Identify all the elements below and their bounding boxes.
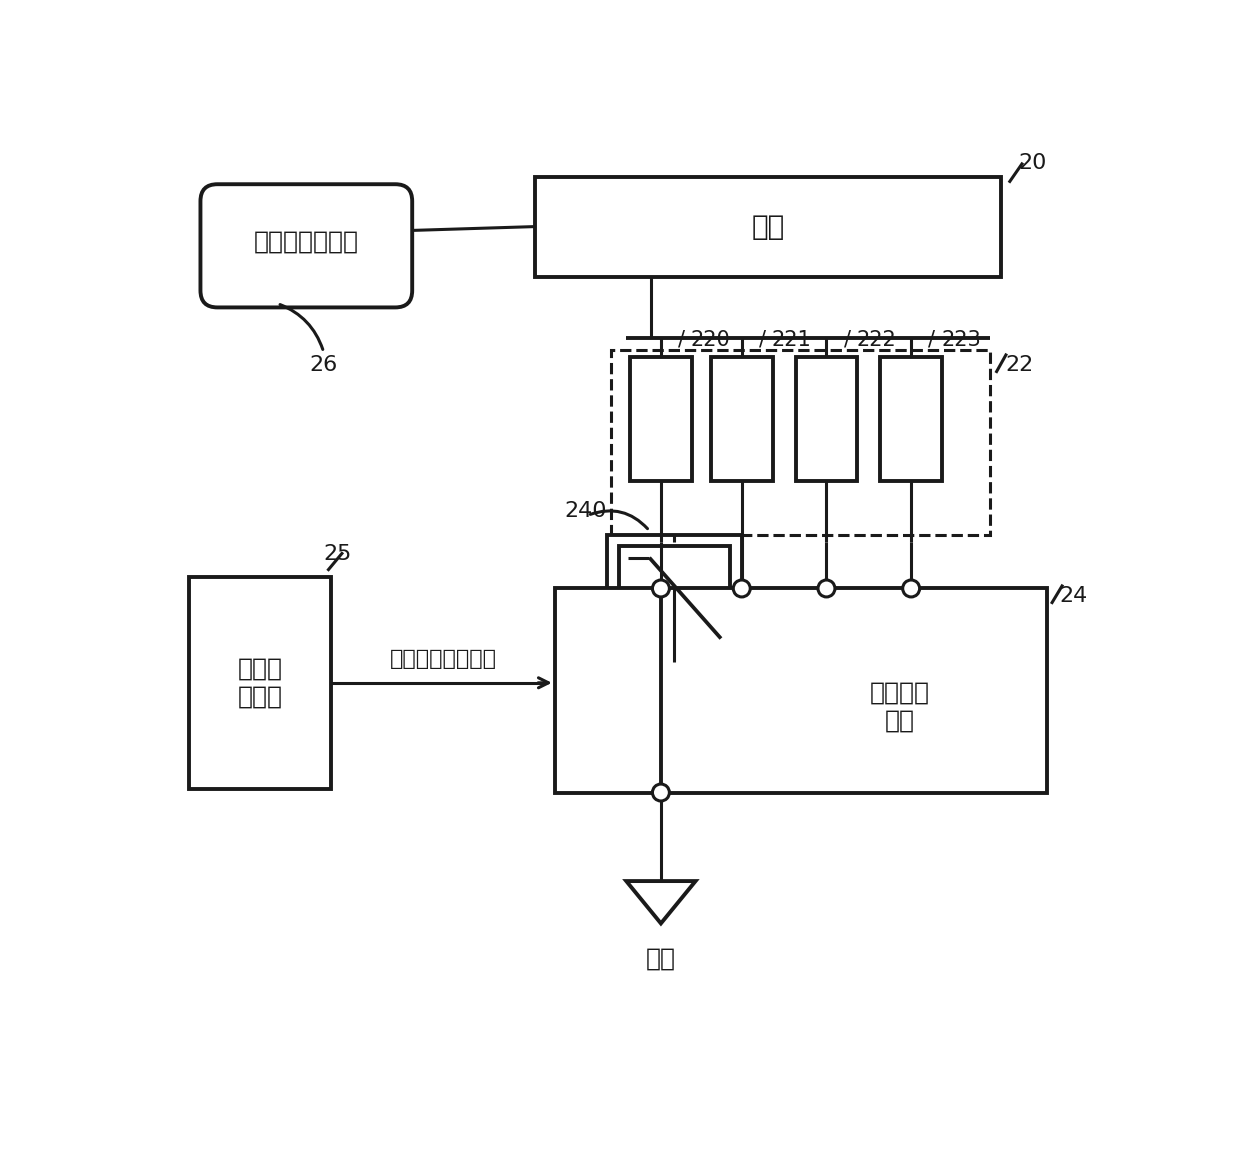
Text: 天线调谐
开关: 天线调谐 开关 <box>869 680 930 733</box>
Text: 主控制
器模块: 主控制 器模块 <box>238 657 283 708</box>
FancyBboxPatch shape <box>201 184 412 307</box>
Polygon shape <box>626 882 696 923</box>
Text: 22: 22 <box>1006 355 1033 376</box>
Circle shape <box>903 580 920 597</box>
Text: /: / <box>678 330 686 350</box>
Bar <box>611 350 990 535</box>
Text: 221: 221 <box>771 330 811 350</box>
Circle shape <box>818 580 835 597</box>
Circle shape <box>733 580 750 597</box>
Bar <box>630 357 692 480</box>
Bar <box>536 177 1001 277</box>
Circle shape <box>652 580 670 597</box>
Text: 223: 223 <box>941 330 981 350</box>
Bar <box>711 357 773 480</box>
Text: /: / <box>759 330 766 350</box>
Bar <box>608 535 742 662</box>
Text: /: / <box>843 330 851 350</box>
Text: 天线: 天线 <box>751 213 785 241</box>
Bar <box>554 588 1048 792</box>
Bar <box>880 357 942 480</box>
Text: 20: 20 <box>1018 152 1047 172</box>
Text: 222: 222 <box>857 330 897 350</box>
Text: 接地: 接地 <box>646 947 676 970</box>
Text: 220: 220 <box>691 330 730 350</box>
Bar <box>796 357 857 480</box>
Bar <box>619 547 730 650</box>
Text: /: / <box>929 330 935 350</box>
Circle shape <box>652 784 670 801</box>
Bar <box>188 577 331 789</box>
Text: 25: 25 <box>324 544 352 564</box>
Text: 开关逻辑控制信号: 开关逻辑控制信号 <box>389 649 496 669</box>
Text: 射频信号发射器: 射频信号发射器 <box>254 230 358 254</box>
Text: 26: 26 <box>310 355 337 376</box>
Text: 24: 24 <box>1059 586 1087 606</box>
Text: 240: 240 <box>564 501 608 521</box>
